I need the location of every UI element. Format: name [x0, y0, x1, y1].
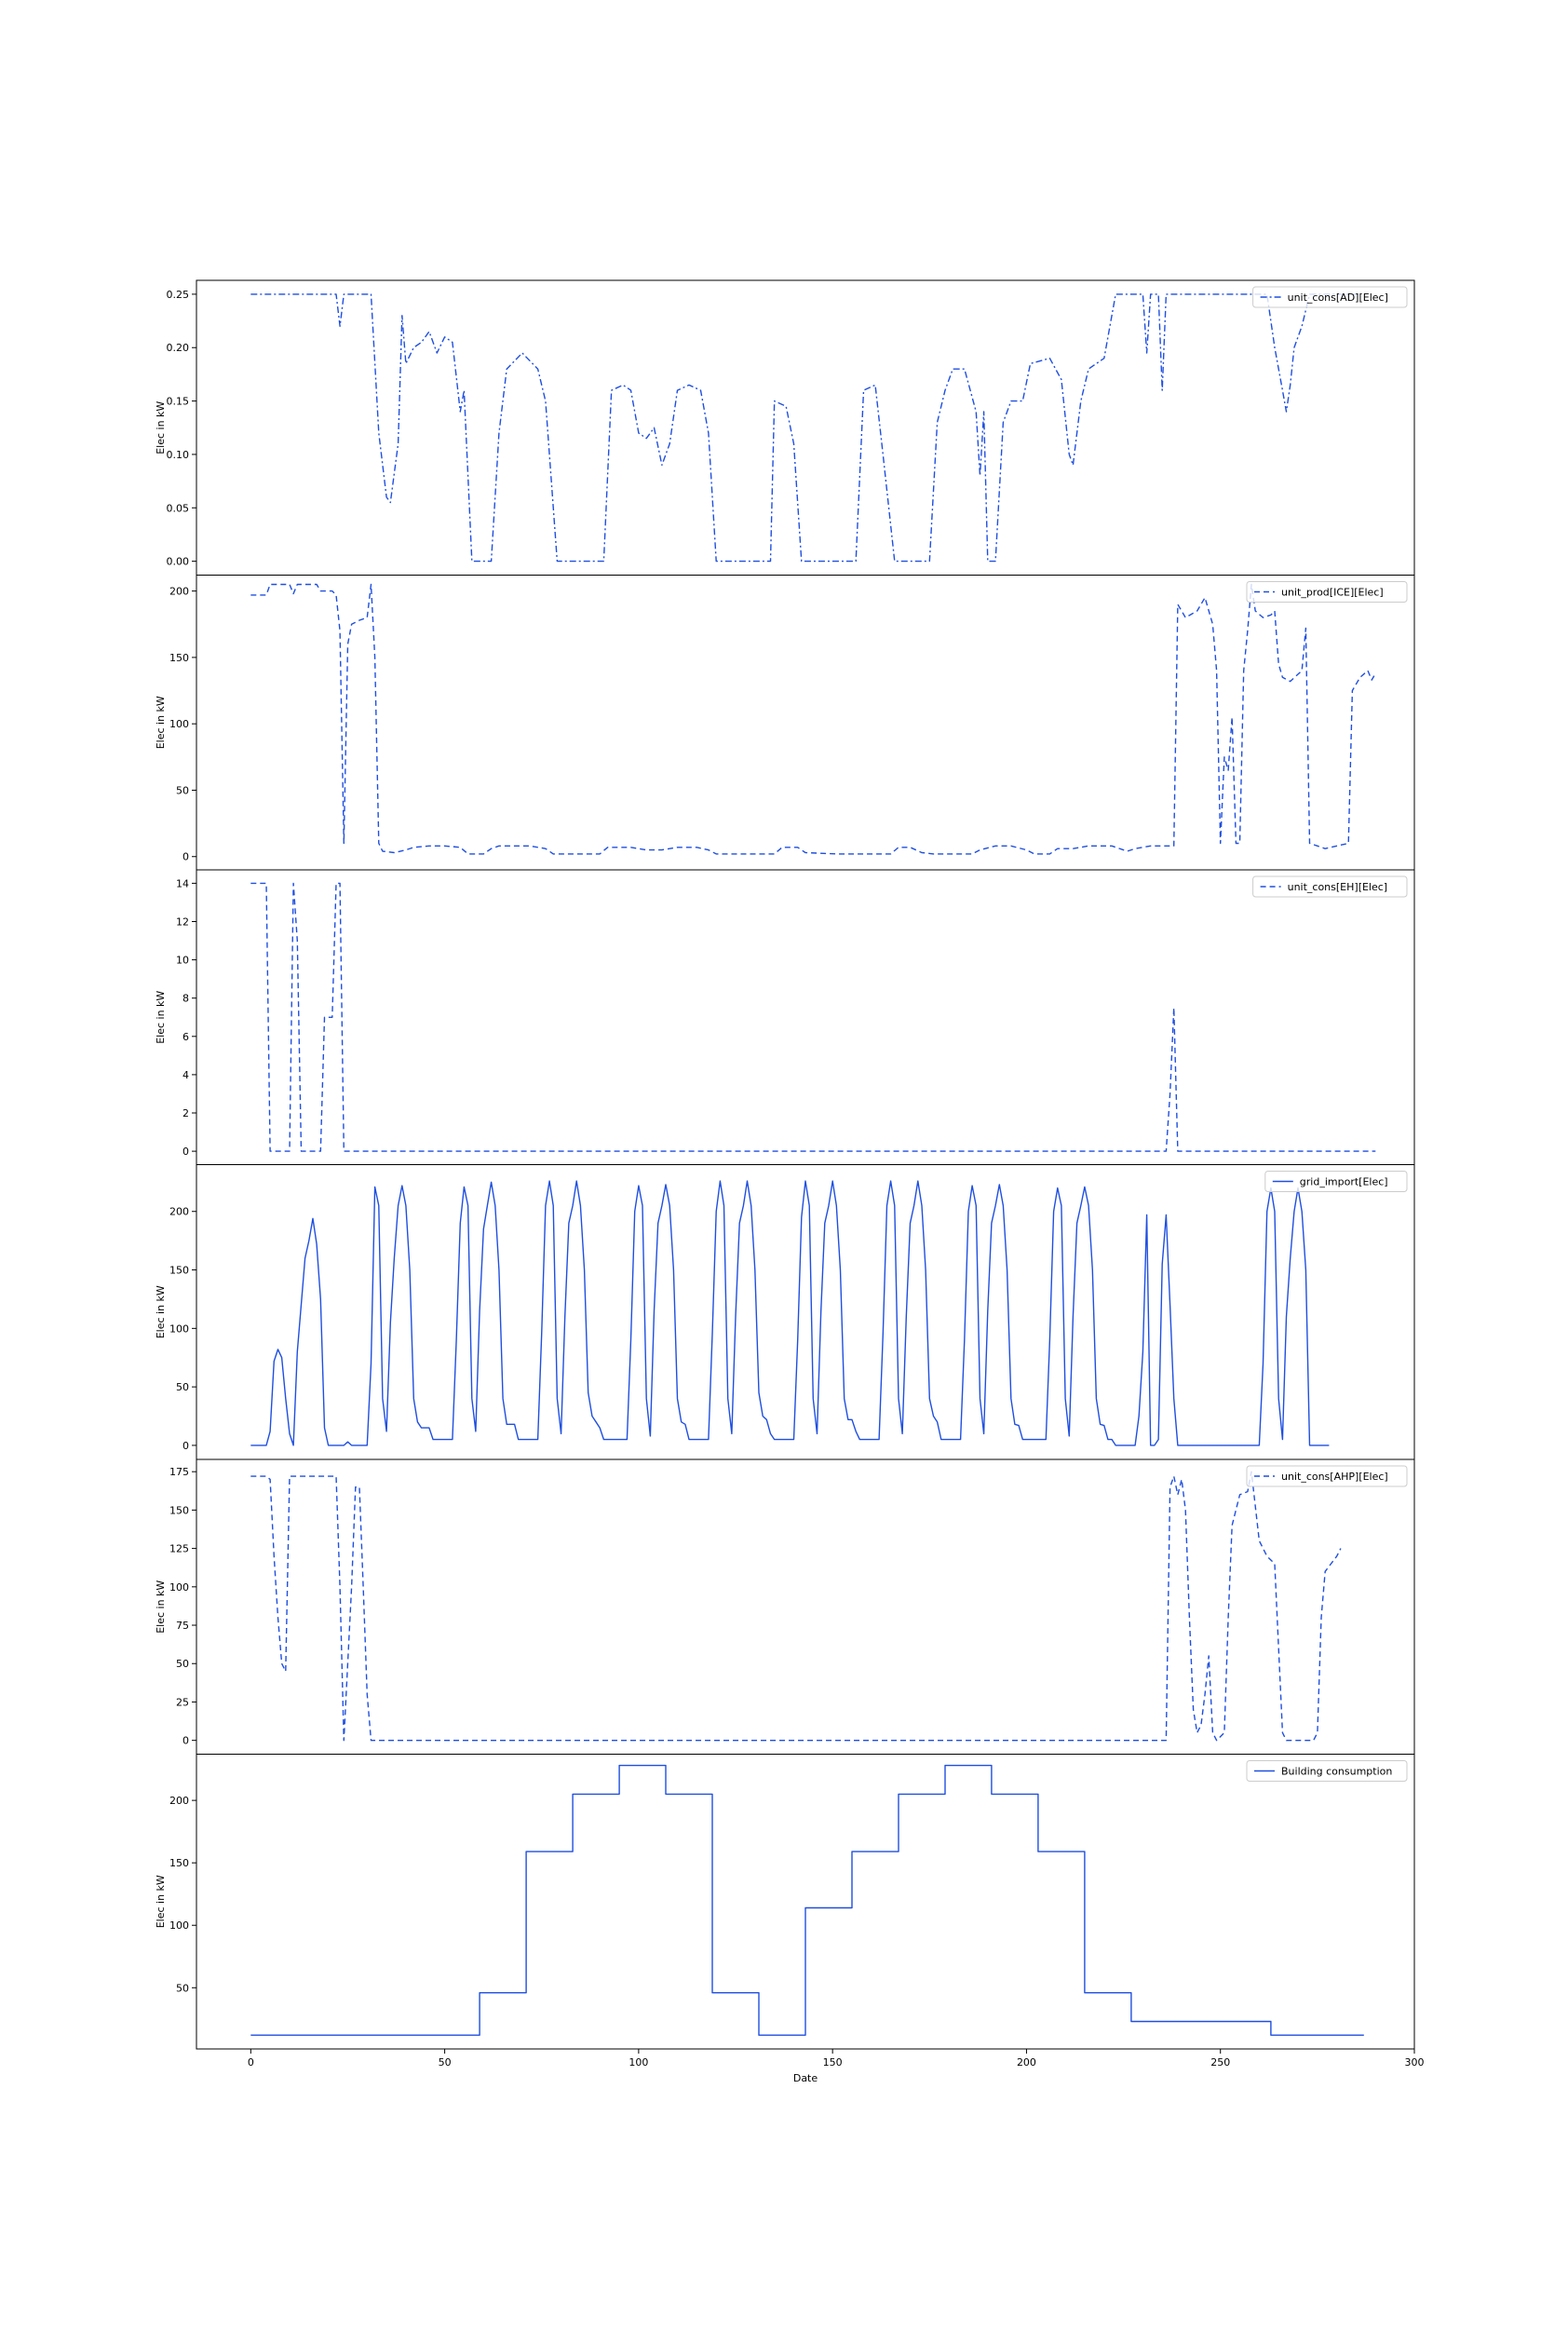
- y-axis-label: Elec in kW: [155, 696, 167, 749]
- x-tick-label: 0: [248, 2056, 254, 2069]
- y-tick-label: 0.00: [167, 556, 190, 568]
- y-tick-label: 8: [182, 993, 189, 1005]
- legend: grid_import[Elec]: [1264, 1171, 1408, 1192]
- legend: unit_cons[EH][Elec]: [1252, 875, 1408, 898]
- legend-label: unit_prod[ICE][Elec]: [1281, 587, 1384, 599]
- y-tick-label: 0: [182, 851, 189, 863]
- legend: unit_cons[AD][Elec]: [1252, 286, 1408, 308]
- y-tick-label: 150: [169, 1504, 189, 1516]
- subplot-6: 50 100 150 200 Elec in kW Building consumptio…: [155, 1754, 1415, 2054]
- y-tick-label: 125: [169, 1543, 189, 1555]
- y-tick-label: 150: [169, 1265, 189, 1277]
- legend-label: unit_cons[AD][Elec]: [1288, 292, 1388, 304]
- x-tick-label: 300: [1405, 2056, 1425, 2069]
- series-line: [250, 1764, 1364, 2036]
- legend-label: unit_cons[AHP][Elec]: [1281, 1471, 1388, 1483]
- y-axis-label: Elec in kW: [155, 1580, 167, 1634]
- y-tick-label: 100: [169, 1919, 189, 1932]
- y-tick-label: 0: [182, 1440, 189, 1452]
- subplot-3: 0 2 4 6 8 10 12 14 Elec in kW unit_cons[EH][Elec]: [155, 869, 1415, 1165]
- y-tick-label: 50: [176, 1658, 189, 1670]
- y-tick-label: 4: [182, 1069, 189, 1081]
- subplot-2: 0 50 100 150 200 Elec in kW unit_prod[ICE][Ele…: [155, 575, 1415, 871]
- y-tick-label: 50: [176, 1982, 189, 1994]
- series-line: [250, 293, 1360, 563]
- y-tick-label: 200: [169, 1206, 189, 1218]
- y-tick-label: 0.25: [167, 289, 190, 301]
- x-axis-label: Date: [793, 2072, 818, 2084]
- y-axis-label: Elec in kW: [155, 1875, 167, 1928]
- x-tick-label: 200: [1017, 2056, 1036, 2069]
- y-tick-label: 10: [176, 955, 189, 967]
- y-axis-label: Elec in kW: [155, 1285, 167, 1338]
- y-tick-label: 100: [169, 718, 189, 730]
- y-axis-label: Elec in kW: [155, 401, 167, 454]
- y-tick-label: 75: [176, 1620, 189, 1632]
- legend: Building consumption: [1246, 1760, 1408, 1782]
- x-tick-label: 100: [629, 2056, 648, 2069]
- legend-label: unit_cons[EH][Elec]: [1288, 881, 1388, 893]
- y-tick-label: 0.05: [167, 502, 190, 514]
- legend-label: grid_import[Elec]: [1300, 1176, 1388, 1188]
- series-line: [250, 1180, 1330, 1446]
- y-tick-label: 50: [176, 784, 189, 796]
- y-tick-label: 25: [176, 1696, 189, 1708]
- series-line: [250, 1471, 1342, 1742]
- series-line: [250, 882, 1376, 1152]
- y-tick-label: 0.20: [167, 342, 190, 354]
- y-tick-label: 200: [169, 1795, 189, 1807]
- axes-frame: [196, 869, 1415, 1165]
- legend-box: [1246, 1760, 1408, 1782]
- legend-box: [1252, 875, 1408, 898]
- x-tick-label: 50: [439, 2056, 452, 2069]
- subplot-5: 0 25 50 75 100 125 150 175 Elec in kW unit_cons[A…: [155, 1458, 1415, 1755]
- subplot-1: 0.00 0.05 0.10 0.15 0.20 0.25 Elec in kW unit_c…: [155, 279, 1415, 576]
- y-tick-label: 0: [182, 1146, 189, 1158]
- legend-box: [1264, 1171, 1408, 1192]
- y-tick-label: 0.10: [167, 449, 190, 461]
- y-tick-label: 100: [169, 1581, 189, 1594]
- legend-box: [1246, 1465, 1408, 1487]
- legend-box: [1252, 286, 1408, 308]
- y-tick-label: 2: [182, 1107, 189, 1119]
- legend-box: [1246, 581, 1408, 603]
- y-tick-label: 6: [182, 1031, 189, 1043]
- y-tick-label: 100: [169, 1322, 189, 1335]
- y-axis-label: Elec in kW: [155, 991, 167, 1044]
- series-line: [250, 583, 1376, 855]
- y-tick-label: 12: [176, 916, 189, 928]
- y-tick-label: 14: [176, 877, 189, 889]
- y-tick-label: 150: [169, 652, 189, 664]
- subplot-4: 0 50 100 150 200 Elec in kW grid_import[Elec]: [155, 1164, 1415, 1460]
- x-tick-label: 150: [823, 2056, 843, 2069]
- axes-frame: [196, 1458, 1415, 1755]
- axes-frame: [196, 1754, 1415, 2050]
- y-tick-label: 150: [169, 1857, 189, 1869]
- y-tick-label: 50: [176, 1381, 189, 1393]
- legend-label: Building consumption: [1281, 1766, 1392, 1778]
- axes-frame: [196, 279, 1415, 576]
- y-tick-label: 0: [182, 1735, 189, 1747]
- x-tick-label: 250: [1210, 2056, 1230, 2069]
- y-tick-label: 175: [169, 1466, 189, 1478]
- legend: unit_cons[AHP][Elec]: [1246, 1465, 1408, 1487]
- legend: unit_prod[ICE][Elec]: [1246, 581, 1408, 603]
- y-tick-label: 200: [169, 586, 189, 598]
- y-tick-label: 0.15: [167, 396, 190, 408]
